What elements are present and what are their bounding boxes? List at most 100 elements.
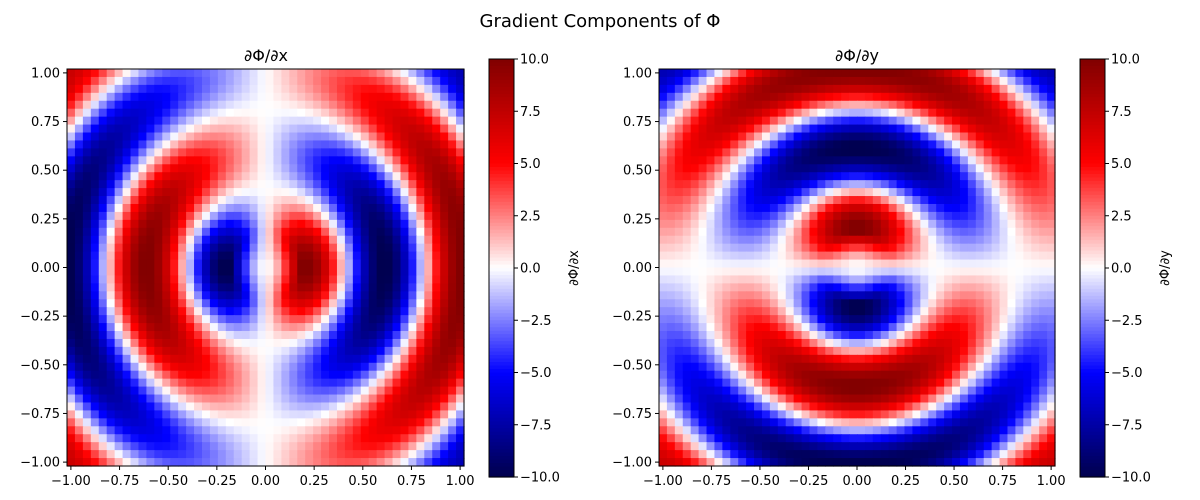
heatmap-cell <box>138 164 147 173</box>
heatmap-cell <box>912 307 921 316</box>
heatmap-cell <box>967 346 977 356</box>
heatmap-cell <box>154 172 163 181</box>
heatmap-cell <box>754 76 763 86</box>
heatmap-cell <box>90 299 100 308</box>
heatmap-cell <box>674 172 684 181</box>
heatmap-cell <box>90 434 100 443</box>
heatmap-cell <box>392 251 402 261</box>
heatmap-cell <box>162 315 171 324</box>
heatmap-cell <box>912 370 921 380</box>
heatmap-cell <box>999 84 1009 94</box>
heatmap-cell <box>864 196 874 205</box>
heatmap-cell <box>336 378 346 388</box>
heatmap-cell <box>416 219 425 229</box>
heatmap-cell <box>273 307 282 316</box>
heatmap-cell <box>888 172 898 181</box>
heatmap-cell <box>944 331 953 340</box>
heatmap-cell <box>1023 164 1032 173</box>
heatmap-cell <box>344 426 354 435</box>
heatmap-cell <box>201 188 211 197</box>
heatmap-cell <box>920 267 929 277</box>
heatmap-cell <box>456 370 465 380</box>
heatmap-cell <box>432 76 441 86</box>
heatmap-cell <box>912 331 921 340</box>
heatmap-cell <box>674 402 684 412</box>
heatmap-cell <box>281 354 290 364</box>
heatmap-cell <box>186 156 195 165</box>
heatmap-cell <box>682 354 692 364</box>
heatmap-cell <box>249 84 259 94</box>
heatmap-cell <box>817 196 826 205</box>
heatmap-cell <box>952 410 961 419</box>
heatmap-cell <box>944 132 953 142</box>
heatmap-cell <box>400 140 410 149</box>
heatmap-cell <box>400 386 410 396</box>
heatmap-cell <box>336 92 346 102</box>
heatmap-cell <box>130 346 140 356</box>
heatmap-cell <box>225 164 235 173</box>
heatmap-cell <box>801 156 811 165</box>
heatmap-cell <box>967 172 977 181</box>
heatmap-cell <box>706 410 716 419</box>
heatmap-cell <box>769 243 779 253</box>
heatmap-cell <box>674 394 684 404</box>
heatmap-cell <box>376 203 386 213</box>
heatmap-cell <box>674 235 684 245</box>
heatmap-cell <box>273 315 282 324</box>
heatmap-cell <box>738 386 747 396</box>
heatmap-cell <box>864 354 874 364</box>
heatmap-cell <box>920 188 929 197</box>
heatmap-cell <box>336 338 346 348</box>
heatmap-cell <box>928 410 937 419</box>
heatmap-cell <box>225 402 235 412</box>
heatmap-cell <box>416 299 425 308</box>
heatmap-cell <box>329 458 338 467</box>
heatmap-cell <box>265 346 275 356</box>
heatmap-cell <box>217 442 227 451</box>
heatmap-cell <box>329 196 338 205</box>
heatmap-cell <box>360 346 370 356</box>
heatmap-cell <box>201 299 211 308</box>
heatmap-cell <box>738 370 747 380</box>
heatmap-cell <box>209 92 219 102</box>
heatmap-cell <box>1007 394 1016 404</box>
heatmap-cell <box>281 172 290 181</box>
heatmap-cell <box>162 299 171 308</box>
heatmap-cell <box>793 362 803 372</box>
heatmap-cell <box>273 283 282 292</box>
heatmap-cell <box>849 331 858 340</box>
heatmap-cell <box>321 164 330 173</box>
heatmap-cell <box>170 196 179 205</box>
heatmap-cell <box>912 219 921 229</box>
heatmap-cell <box>321 76 330 86</box>
heatmap-cell <box>201 338 211 348</box>
heatmap-cell <box>690 180 700 189</box>
heatmap-cell <box>122 69 132 78</box>
heatmap-cell <box>904 100 914 110</box>
heatmap-cell <box>305 148 314 157</box>
heatmap-cell <box>738 434 747 443</box>
heatmap-cell <box>714 124 723 134</box>
heatmap-cell <box>249 100 259 110</box>
heatmap-cell <box>872 140 882 149</box>
heatmap-cell <box>746 410 755 419</box>
heatmap-cell <box>194 132 203 142</box>
heatmap-cell <box>448 92 457 102</box>
heatmap-cell <box>138 346 147 356</box>
heatmap-cell <box>722 378 731 388</box>
heatmap-cell <box>682 124 692 134</box>
heatmap-cell <box>122 92 132 102</box>
heatmap-cell <box>738 227 747 237</box>
heatmap-cell <box>857 267 866 277</box>
heatmap-cell <box>154 196 163 205</box>
heatmap-cell <box>714 211 723 221</box>
heatmap-cell <box>194 370 203 380</box>
heatmap-cell <box>138 378 147 388</box>
heatmap-cell <box>706 172 716 181</box>
heatmap-cell <box>991 394 1001 404</box>
heatmap-cell <box>225 346 235 356</box>
heatmap-cell <box>1039 100 1048 110</box>
heatmap-cell <box>329 69 338 78</box>
heatmap-cell <box>297 291 306 300</box>
heatmap-cell <box>920 418 929 427</box>
